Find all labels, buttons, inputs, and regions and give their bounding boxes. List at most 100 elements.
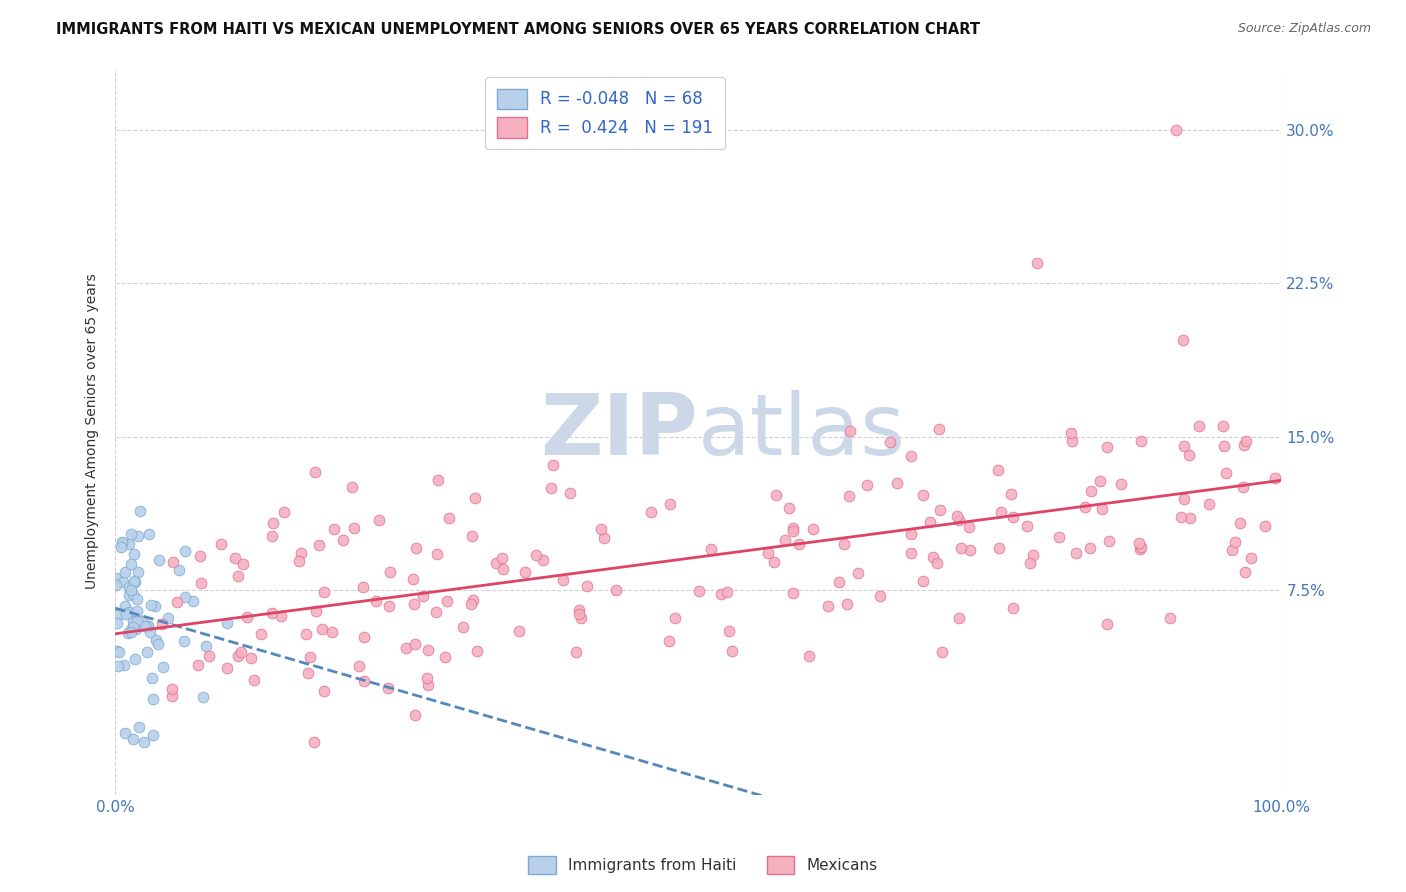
Point — [560, 486, 582, 500]
Point — [1178, 448, 1201, 462]
Point — [1073, 500, 1095, 514]
Point — [461, 593, 484, 607]
Point — [108, 645, 131, 659]
Point — [121, 621, 143, 635]
Point — [416, 642, 439, 657]
Point — [1000, 487, 1022, 501]
Point — [169, 563, 191, 577]
Point — [295, 626, 318, 640]
Point — [782, 521, 804, 535]
Point — [166, 595, 188, 609]
Point — [134, 618, 156, 632]
Point — [181, 594, 204, 608]
Point — [314, 683, 336, 698]
Point — [146, 637, 169, 651]
Point — [658, 633, 681, 648]
Point — [900, 527, 922, 541]
Point — [107, 659, 129, 673]
Point — [929, 502, 952, 516]
Point — [124, 652, 146, 666]
Point — [437, 510, 460, 524]
Point — [273, 505, 295, 519]
Point — [224, 551, 246, 566]
Point — [135, 645, 157, 659]
Point — [1166, 123, 1188, 137]
Point — [270, 609, 292, 624]
Point — [716, 585, 738, 599]
Point — [190, 576, 212, 591]
Point — [405, 541, 427, 555]
Point — [121, 732, 143, 747]
Point — [112, 657, 135, 672]
Point — [321, 624, 343, 639]
Point — [122, 587, 145, 601]
Point — [314, 585, 336, 599]
Point — [453, 620, 475, 634]
Point — [688, 583, 710, 598]
Point — [136, 619, 159, 633]
Point — [114, 599, 136, 614]
Point — [125, 591, 148, 606]
Point — [352, 581, 374, 595]
Point — [141, 671, 163, 685]
Point — [415, 671, 437, 685]
Y-axis label: Unemployment Among Seniors over 65 years: Unemployment Among Seniors over 65 years — [86, 274, 100, 590]
Point — [138, 619, 160, 633]
Point — [162, 555, 184, 569]
Point — [304, 465, 326, 479]
Point — [835, 597, 858, 611]
Point — [787, 537, 810, 551]
Point — [1240, 551, 1263, 566]
Point — [1232, 480, 1254, 494]
Point — [111, 536, 134, 550]
Point — [160, 681, 183, 696]
Point — [425, 605, 447, 619]
Point — [515, 565, 537, 579]
Point — [828, 574, 851, 589]
Point — [838, 489, 860, 503]
Point — [957, 520, 980, 534]
Point — [1021, 549, 1043, 563]
Point — [114, 565, 136, 579]
Point — [262, 516, 284, 530]
Point — [1129, 542, 1152, 557]
Point — [118, 537, 141, 551]
Point — [122, 547, 145, 561]
Point — [1019, 557, 1042, 571]
Point — [508, 624, 530, 639]
Point — [1233, 565, 1256, 579]
Point — [347, 659, 370, 673]
Point — [460, 597, 482, 611]
Point — [378, 565, 401, 579]
Point — [157, 611, 180, 625]
Point — [1213, 439, 1236, 453]
Point — [461, 529, 484, 543]
Point — [105, 578, 128, 592]
Point — [1091, 502, 1114, 516]
Point — [378, 599, 401, 614]
Point — [801, 522, 824, 536]
Point — [1060, 434, 1083, 448]
Point — [575, 579, 598, 593]
Point — [589, 522, 612, 536]
Point — [1130, 541, 1153, 555]
Point — [1025, 256, 1047, 270]
Point — [127, 529, 149, 543]
Point — [105, 571, 128, 585]
Point — [948, 513, 970, 527]
Point — [718, 624, 741, 638]
Point — [118, 588, 141, 602]
Point — [120, 557, 142, 571]
Point — [988, 541, 1011, 556]
Point — [1233, 438, 1256, 452]
Point — [124, 622, 146, 636]
Point — [531, 552, 554, 566]
Point — [427, 473, 450, 487]
Point — [946, 508, 969, 523]
Point — [664, 610, 686, 624]
Point — [404, 636, 426, 650]
Point — [174, 543, 197, 558]
Point — [115, 607, 138, 621]
Point — [817, 599, 839, 613]
Point — [138, 527, 160, 541]
